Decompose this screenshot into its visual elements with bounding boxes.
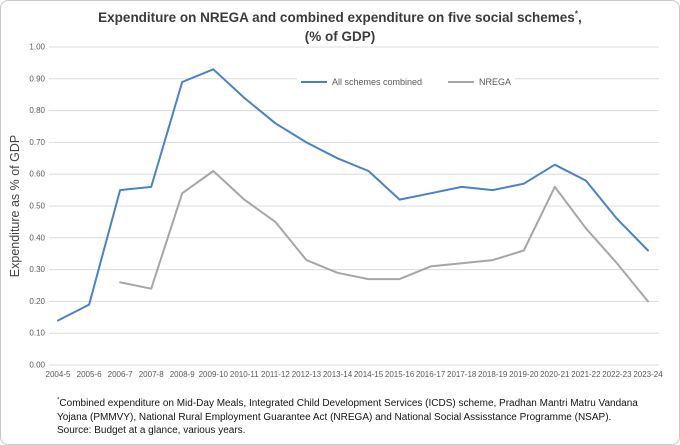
series-line-all-schemes-combined [57,68,649,322]
x-tick-label: 2020-21 [540,370,570,379]
x-tick-label: 2008-9 [170,370,195,379]
chart-title-line1: Expenditure on NREGA and combined expend… [98,8,582,25]
x-tick-label: 2010-11 [230,370,259,379]
x-tick-label: 2009-10 [199,370,229,379]
footnote: *Combined expenditure on Mid-Day Meals, … [57,397,663,438]
y-tick-label: 0.60 [29,170,45,179]
chart-title-line2: (% of GDP) [304,29,376,44]
all-schemes-line-swatch [301,81,327,83]
y-tick-label: 0.30 [29,265,45,274]
x-tick-label: 2018-19 [478,370,508,379]
y-tick-label: 0.80 [29,106,45,115]
y-tick-label: 0.70 [29,138,45,147]
x-tick-label: 2023-24 [633,370,663,379]
x-tick-label: 2019-20 [509,370,539,379]
chart-title: Expenditure on NREGA and combined expend… [1,8,679,46]
legend-item-all-schemes: All schemes combined [301,77,422,87]
x-tick-label: 2016-17 [416,370,446,379]
y-tick-label: 0.90 [29,74,45,83]
series-line-nrega [119,170,649,303]
footnote-text: *Combined expenditure on Mid-Day Meals, … [57,396,638,423]
nrega-line-swatch [448,81,475,83]
x-tick-label: 2006-7 [108,370,133,379]
x-tick-label: 2012-13 [292,370,322,379]
chart-legend: All schemes combined NREGA [297,75,516,89]
x-tick-label: 2013-14 [323,370,353,379]
x-tick-label: 2005-6 [77,370,102,379]
x-tick-label: 2017-18 [447,370,477,379]
legend-label-all-schemes: All schemes combined [332,77,423,87]
footnote-asterisk: * [57,396,60,404]
legend-label-nrega: NREGA [479,77,512,87]
y-tick-label: 0.10 [29,329,45,338]
legend-item-nrega: NREGA [448,77,511,87]
x-tick-label: 2004-5 [46,370,71,379]
y-tick-label: 0.20 [29,297,45,306]
x-tick-label: 2021-22 [571,370,601,379]
x-tick-label: 2007-8 [139,370,164,379]
y-tick-label: 0.00 [29,361,45,370]
x-tick-label: 2022-23 [602,370,632,379]
footnote-source: Source: Budget at a glance, various year… [57,425,246,436]
x-tick-label: 2015-16 [385,370,415,379]
y-tick-label: 1.00 [29,43,45,52]
y-axis-title: Expenditure as % of GDP [8,134,22,278]
x-tick-label: 2011-12 [261,370,290,379]
x-tick-label: 2014-15 [354,370,384,379]
y-tick-label: 0.50 [29,202,45,211]
title-asterisk: * [574,8,579,19]
y-tick-label: 0.40 [29,233,45,242]
